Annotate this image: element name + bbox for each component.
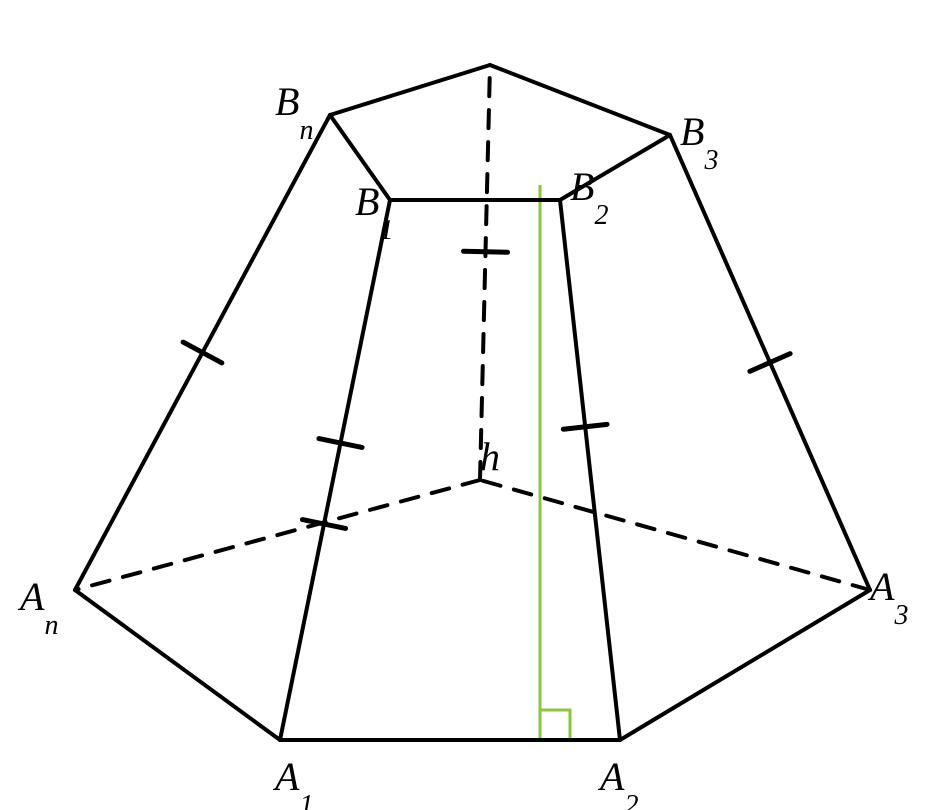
label-Bn: Bn <box>275 79 313 146</box>
label-An: An <box>17 574 58 641</box>
edge-Btop-Bn <box>330 65 490 115</box>
tick-mark <box>750 354 790 372</box>
label-A1: A1 <box>272 754 313 810</box>
edge-A1-B1 <box>280 200 390 740</box>
edge-A2-B2 <box>560 200 620 740</box>
right-angle-marker <box>540 710 570 740</box>
edge-Atop-Btop <box>480 65 490 480</box>
label-A2: A2 <box>597 754 638 810</box>
tick-mark <box>464 251 508 252</box>
edge-An-A1 <box>75 590 280 740</box>
edge-Atop-An <box>75 480 480 590</box>
edge-B3-Btop <box>490 65 670 135</box>
tick-mark <box>563 424 607 429</box>
tick-mark <box>183 342 222 363</box>
label-B3: B3 <box>680 109 718 176</box>
label-h: h <box>480 434 500 479</box>
label-A3: A3 <box>867 564 908 631</box>
edge-A2-A3 <box>620 590 870 740</box>
